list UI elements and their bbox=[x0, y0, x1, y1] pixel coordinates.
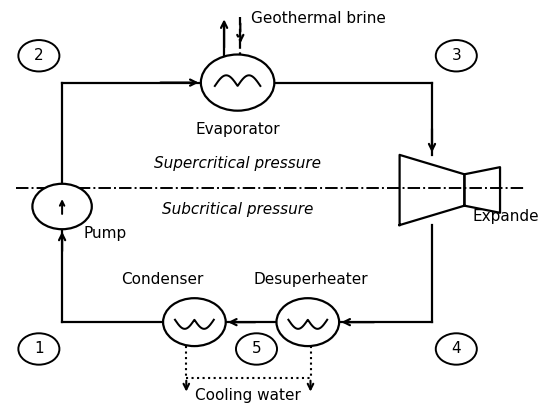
Text: Pump: Pump bbox=[84, 226, 127, 241]
Text: Cooling water: Cooling water bbox=[195, 388, 301, 403]
Text: Desuperheater: Desuperheater bbox=[253, 272, 368, 287]
Circle shape bbox=[236, 333, 277, 365]
Circle shape bbox=[18, 40, 59, 71]
Text: Evaporator: Evaporator bbox=[195, 122, 280, 137]
Circle shape bbox=[201, 55, 274, 111]
Text: 1: 1 bbox=[34, 342, 44, 356]
Circle shape bbox=[276, 298, 339, 346]
Text: Expander: Expander bbox=[472, 209, 540, 224]
Text: Subcritical pressure: Subcritical pressure bbox=[162, 202, 313, 217]
Circle shape bbox=[18, 333, 59, 365]
Text: 3: 3 bbox=[451, 48, 461, 63]
Circle shape bbox=[436, 40, 477, 71]
Text: Condenser: Condenser bbox=[121, 272, 203, 287]
Text: 4: 4 bbox=[451, 342, 461, 356]
Text: Geothermal brine: Geothermal brine bbox=[251, 11, 386, 26]
Circle shape bbox=[32, 184, 92, 229]
Circle shape bbox=[436, 333, 477, 365]
Text: 2: 2 bbox=[34, 48, 44, 63]
Circle shape bbox=[163, 298, 226, 346]
Text: Supercritical pressure: Supercritical pressure bbox=[154, 157, 321, 171]
Text: 5: 5 bbox=[252, 342, 261, 356]
